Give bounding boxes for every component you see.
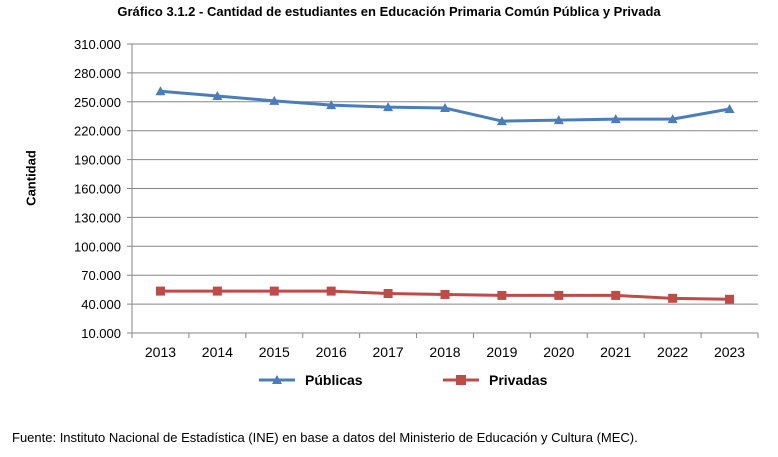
x-tick-label: 2017 <box>373 344 404 360</box>
data-point-privadas <box>326 286 336 296</box>
gridlines <box>127 43 758 334</box>
source-note: Fuente: Instituto Nacional de Estadístic… <box>12 430 638 445</box>
x-tick-label: 2014 <box>202 344 233 360</box>
data-point-privadas <box>554 290 564 300</box>
data-point-publicas <box>610 114 621 124</box>
y-tick-label: 280.000 <box>74 66 121 81</box>
data-point-publicas <box>724 104 735 114</box>
x-tick-label: 2020 <box>543 344 574 360</box>
data-point-publicas <box>269 95 280 105</box>
x-tick-label: 2023 <box>714 344 745 360</box>
data-point-publicas <box>212 91 223 101</box>
data-point-publicas <box>440 103 450 113</box>
legend-item-privadas: Privadas <box>443 372 547 388</box>
data-point-privadas <box>497 290 507 300</box>
data-point-privadas <box>269 286 279 296</box>
y-tick-label: 100.000 <box>74 239 121 254</box>
legend-marker-triangle-icon <box>259 375 295 384</box>
y-tick-label: 10.000 <box>81 326 121 341</box>
y-tick-label: 70.000 <box>81 268 121 283</box>
y-tick-label: 160.000 <box>74 182 121 197</box>
y-tick-label: 310.000 <box>74 37 121 52</box>
y-tick-label: 220.000 <box>74 124 121 139</box>
legend-label-publicas: Públicas <box>305 372 363 388</box>
data-point-publicas <box>383 102 394 112</box>
y-tick-label: 190.000 <box>74 153 121 168</box>
data-point-publicas <box>667 114 678 124</box>
chart-title: Gráfico 3.1.2 - Cantidad de estudiantes … <box>117 4 661 19</box>
x-tick-label: 2021 <box>600 344 631 360</box>
data-point-privadas <box>155 286 165 296</box>
legend: Públicas Privadas <box>0 372 778 394</box>
y-tick-label: 130.000 <box>74 210 121 225</box>
data-point-privadas <box>383 289 393 299</box>
data-point-publicas <box>553 115 564 125</box>
data-point-privadas <box>440 289 450 299</box>
x-tick-label: 2013 <box>145 344 176 360</box>
y-tick-label: 250.000 <box>74 95 121 110</box>
x-tick-labels: 2013 2014 2015 2016 2017 2018 2019 2020 2021 2022… <box>145 344 745 360</box>
legend-marker-square-icon <box>443 375 479 385</box>
data-point-privadas <box>725 294 735 304</box>
x-tick-label: 2018 <box>429 344 460 360</box>
data-point-publicas <box>155 86 166 96</box>
data-point-publicas <box>326 100 337 110</box>
y-tick-label: 40.000 <box>81 297 121 312</box>
x-tick-label: 2015 <box>259 344 290 360</box>
legend-item-publicas: Públicas <box>259 372 363 388</box>
line-chart: 10.000 40.000 70.000 100.000 130.000 160.000 1… <box>74 37 759 360</box>
x-tick-label: 2019 <box>486 344 517 360</box>
data-point-privadas <box>212 286 222 296</box>
data-point-privadas <box>611 290 621 300</box>
x-tick-label: 2022 <box>657 344 688 360</box>
legend-label-privadas: Privadas <box>489 372 548 388</box>
y-tick-labels: 10.000 40.000 70.000 100.000 130.000 160.000 1… <box>74 37 121 341</box>
data-point-privadas <box>668 293 678 303</box>
data-point-publicas <box>496 116 507 126</box>
x-tick-label: 2016 <box>316 344 347 360</box>
axes <box>131 44 759 338</box>
series-lines <box>155 86 735 304</box>
